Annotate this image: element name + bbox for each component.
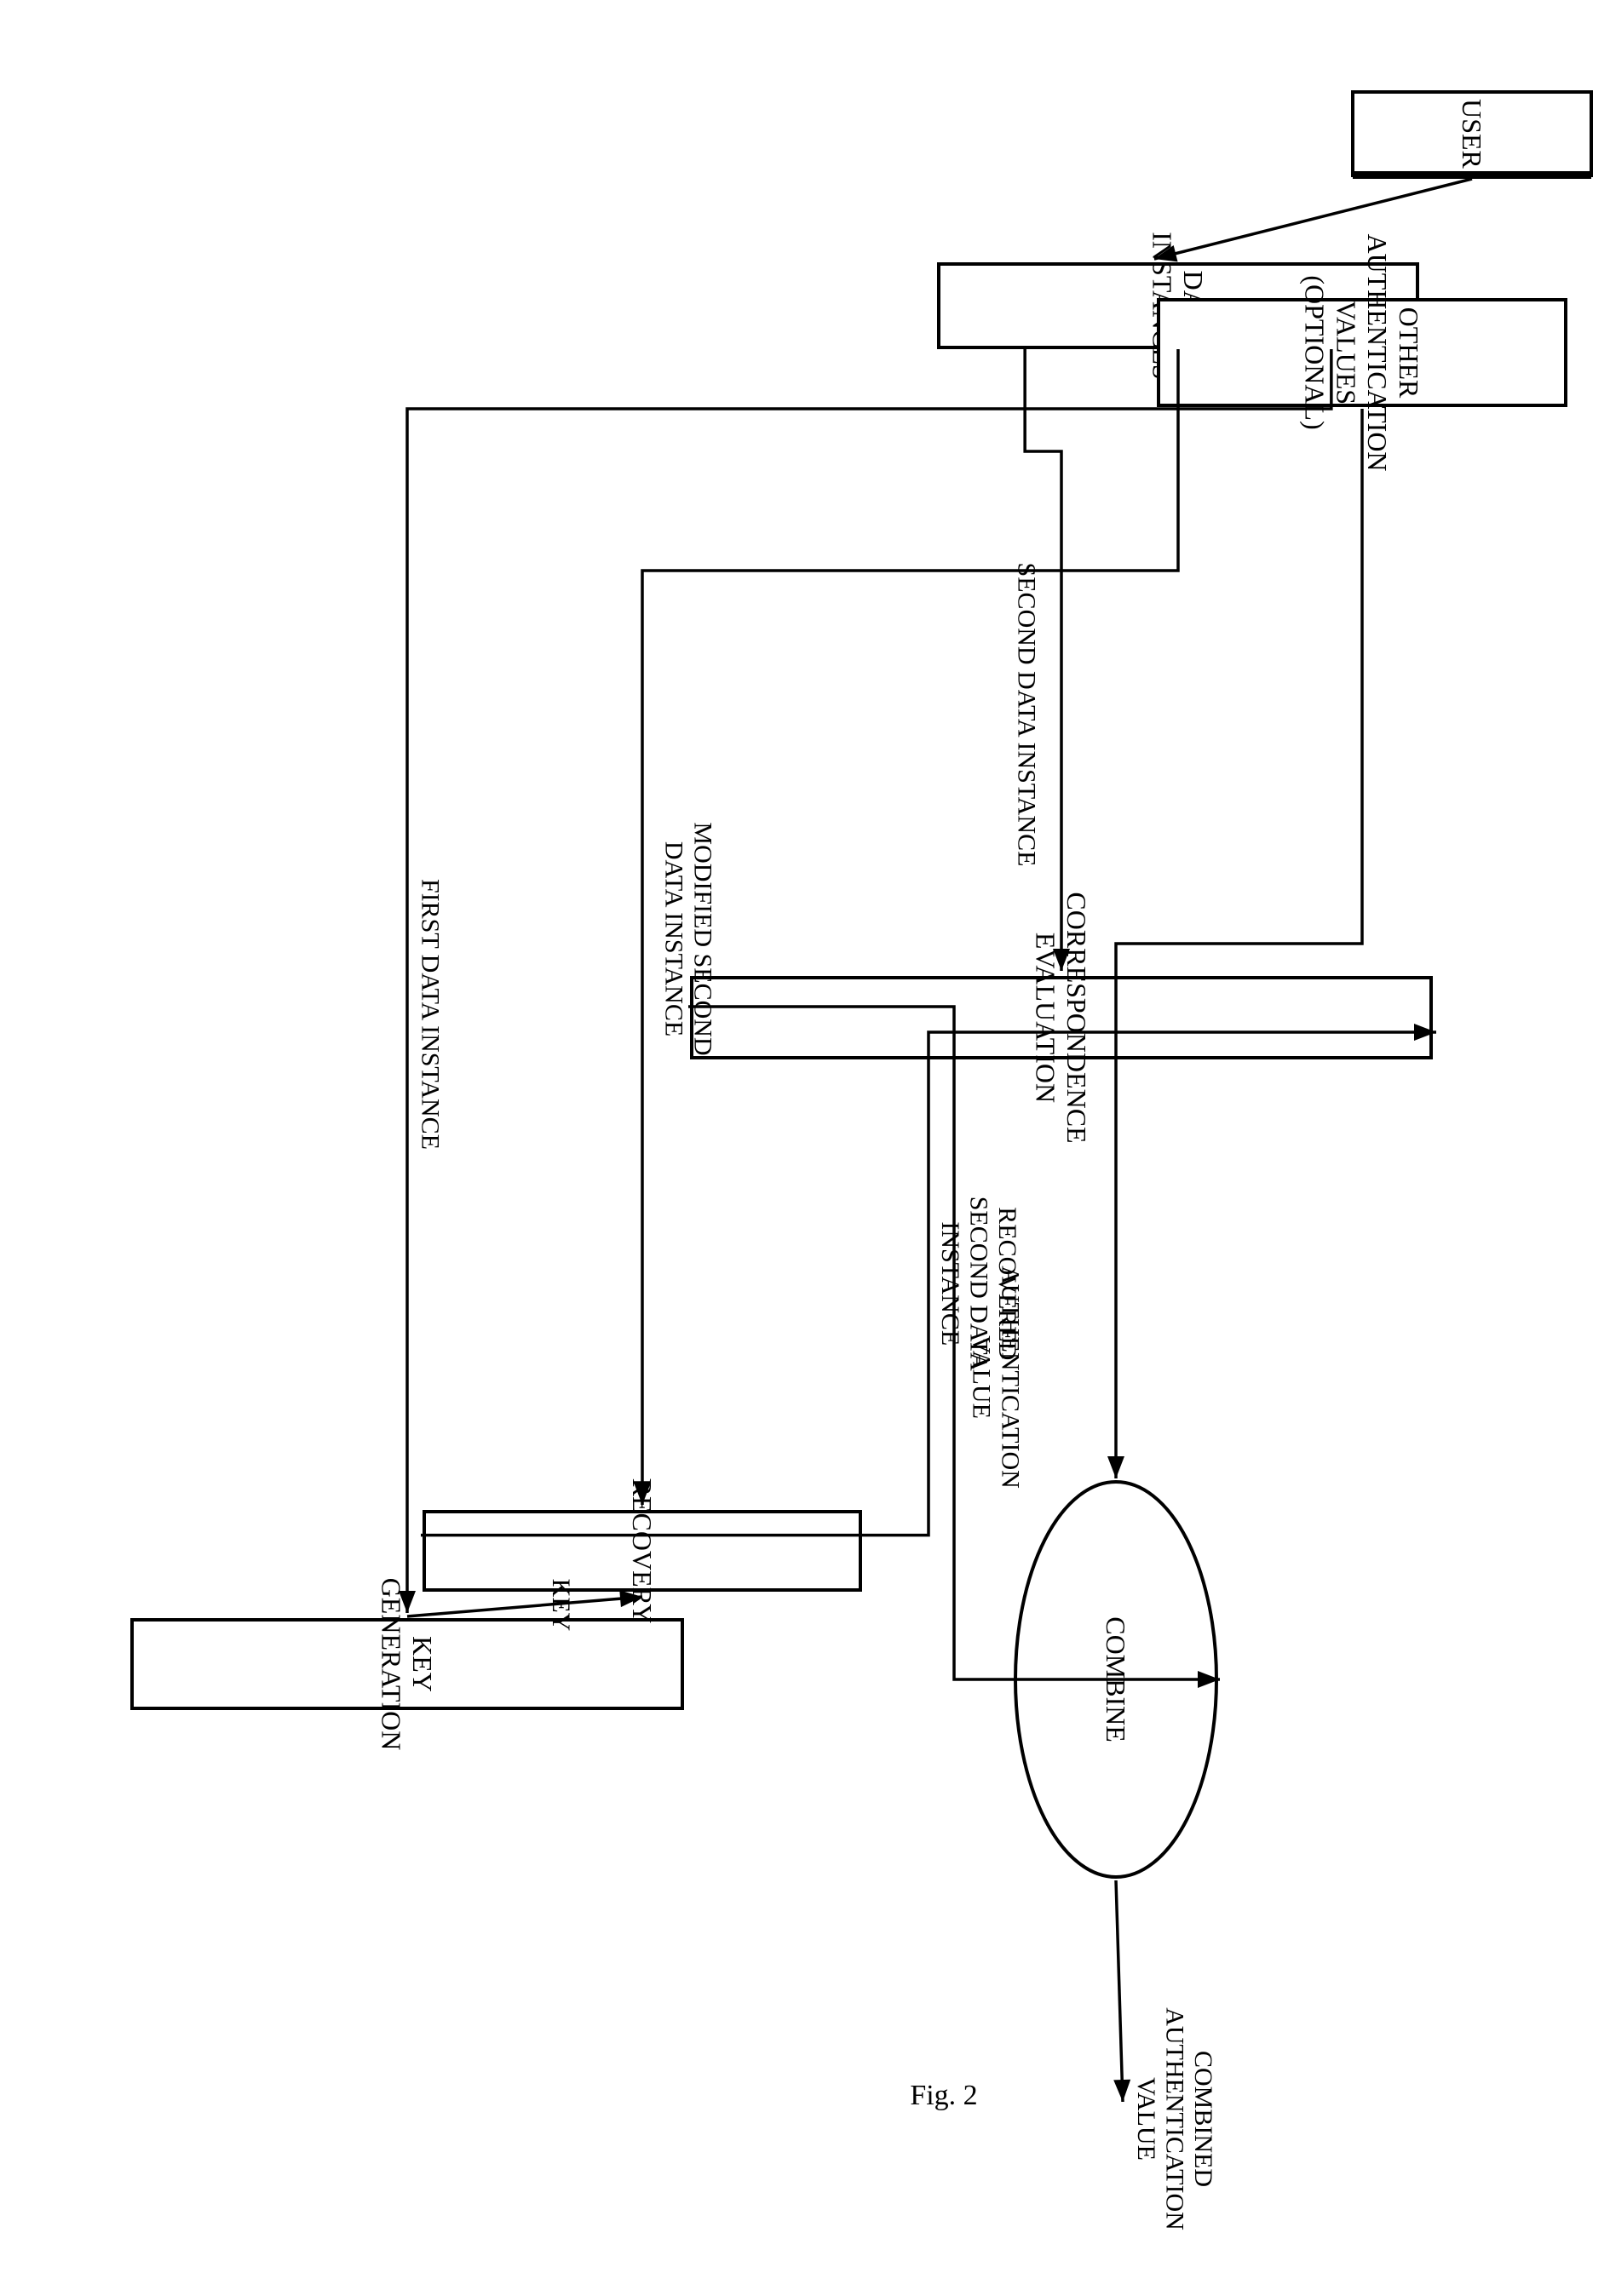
label-combined-out-1: AUTHENTICATION: [1161, 2007, 1189, 2230]
edge-user-to-data: [1154, 179, 1472, 259]
label-first-data-instance-0: FIRST DATA INSTANCE: [417, 879, 445, 1150]
other-auth-node-text-3: (OPTIONAL): [1300, 275, 1331, 429]
edge-modified-second: [642, 349, 1178, 1505]
label-auth-value-1: VALUE: [968, 1335, 996, 1419]
other-auth-node-text-1: AUTHENTICATION: [1362, 233, 1393, 471]
correspondence-node-text-0: CORRESPONDENCE: [1061, 892, 1092, 1143]
label-recovered-2: INSTANCE: [936, 1221, 964, 1346]
edge-recovered: [421, 1032, 1436, 1535]
other-auth-node-text-2: VALUES: [1331, 301, 1361, 405]
key-generation-node-text-1: GENERATION: [376, 1578, 406, 1751]
edge-key: [407, 1597, 642, 1616]
user-node-text-0: USER: [1457, 99, 1487, 169]
label-auth-value-0: AUTHENTICATION: [996, 1266, 1024, 1489]
label-combined-out-2: VALUE: [1132, 2077, 1160, 2161]
figure-caption: Fig. 2: [910, 2080, 977, 2111]
other-auth-node-text-0: OTHER: [1394, 307, 1424, 399]
label-second-data-instance-0: SECOND DATA INSTANCE: [1013, 563, 1041, 867]
label-modified-second-0: MODIFIED SECOND: [688, 822, 716, 1055]
label-key-0: KEY: [547, 1579, 575, 1632]
label-combined-out-0: COMBINED: [1189, 2051, 1217, 2187]
key-generation-node-text-0: KEY: [407, 1636, 438, 1692]
label-modified-second-1: DATA INSTANCE: [660, 841, 688, 1036]
correspondence-node-text-1: EVALUATION: [1030, 933, 1061, 1103]
edge-combined-out: [1116, 1880, 1123, 2102]
